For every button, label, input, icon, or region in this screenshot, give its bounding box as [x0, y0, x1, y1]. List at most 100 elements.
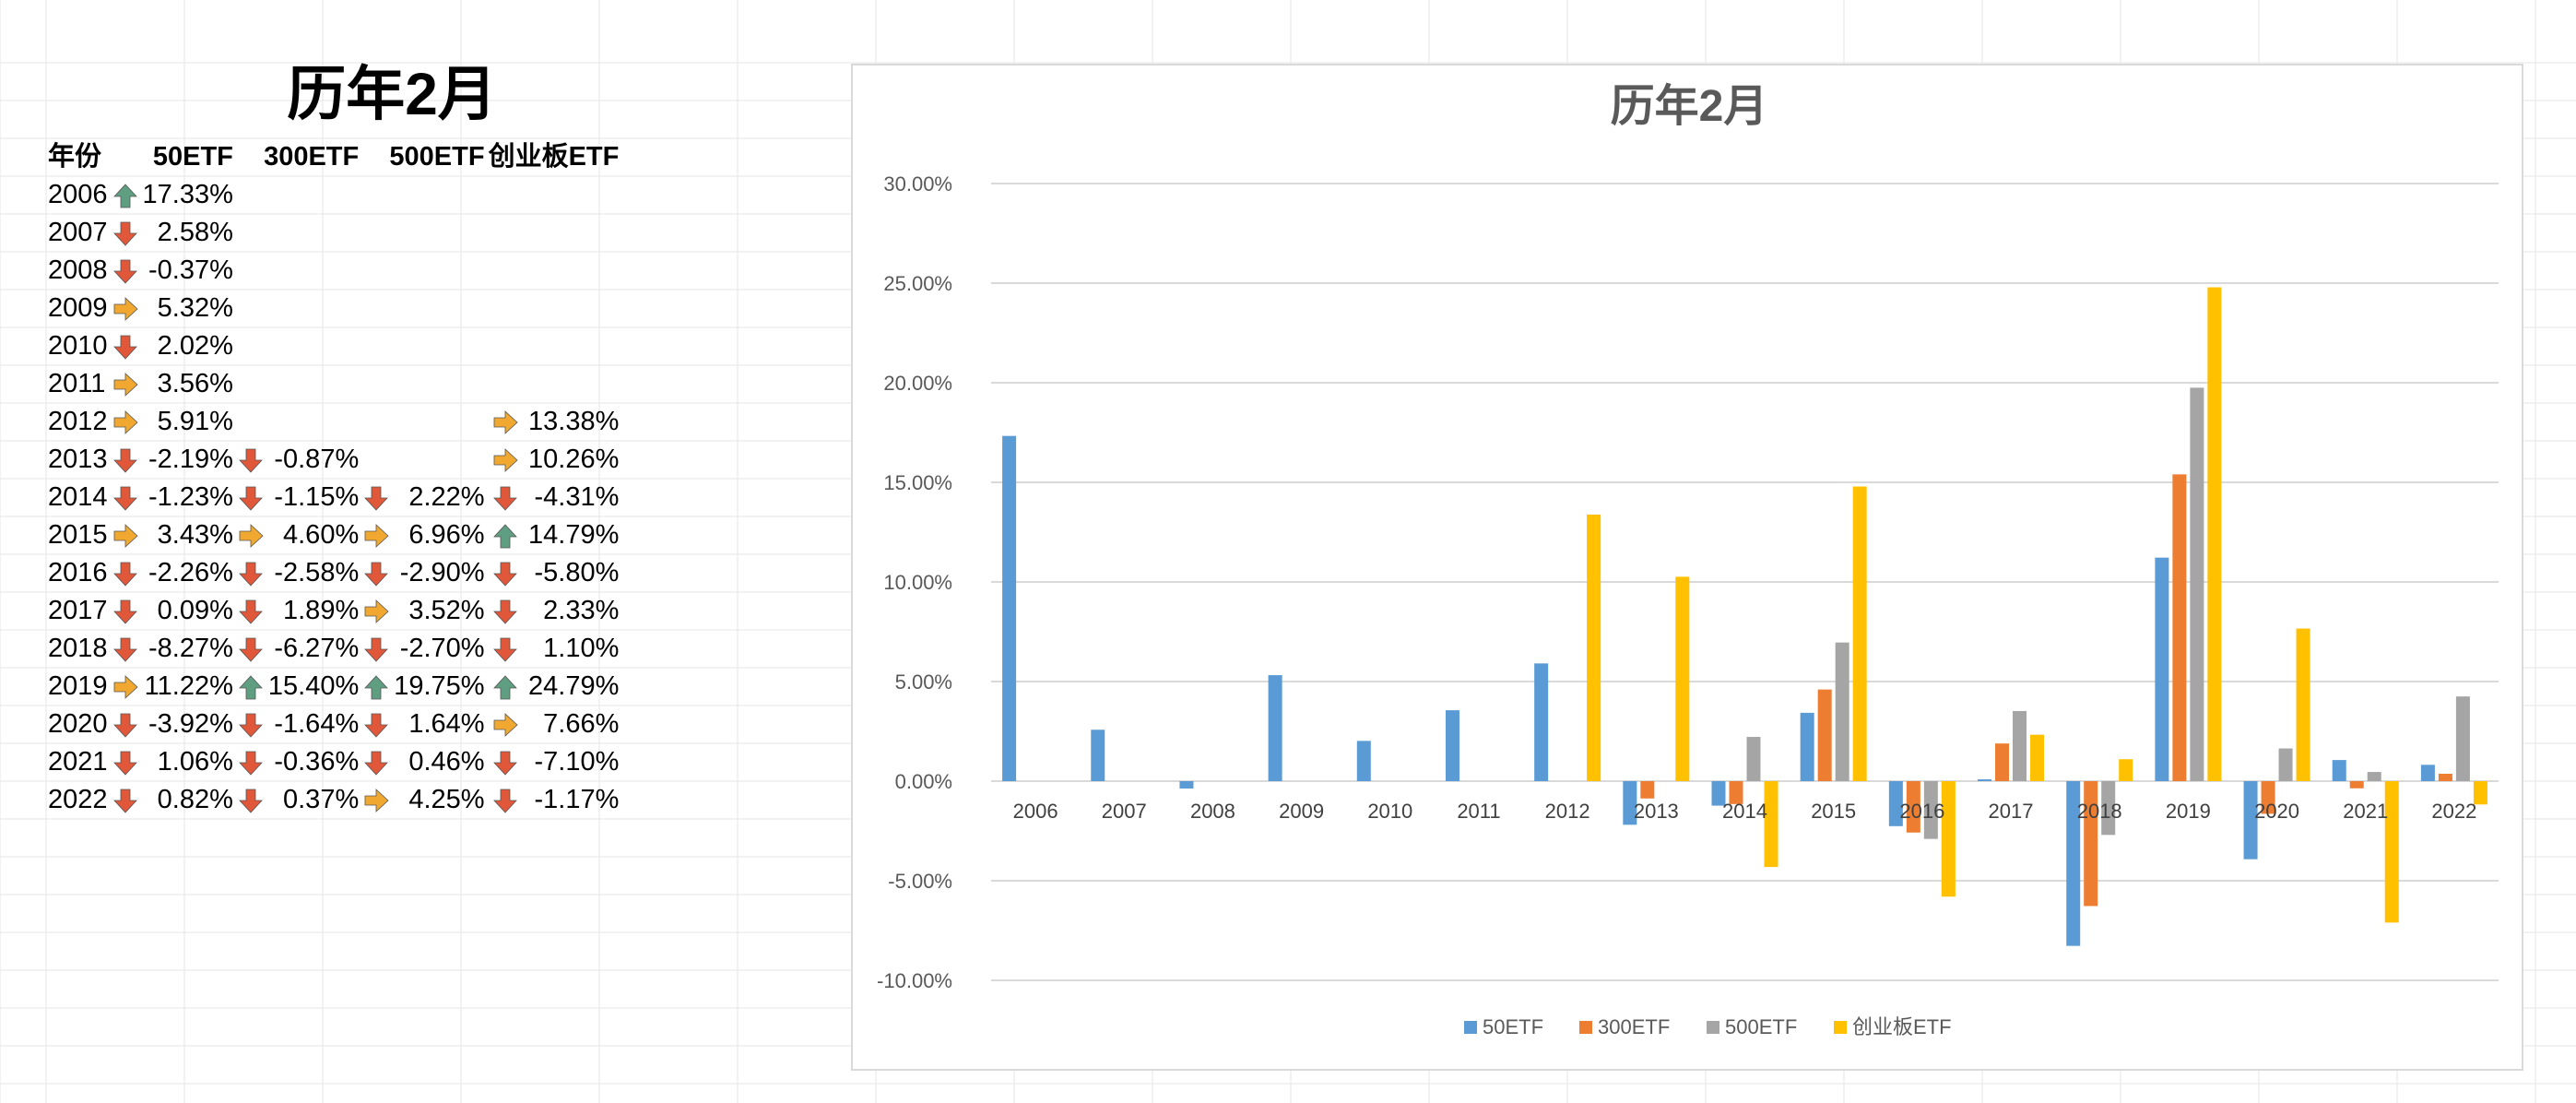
cyb-value-cell[interactable]: 24.79% — [528, 671, 620, 701]
arrow-down-icon — [110, 214, 141, 252]
y-tick-label: 25.00% — [883, 272, 952, 295]
etf300-value-cell[interactable] — [266, 214, 360, 252]
cyb-value-cell[interactable]: -4.31% — [534, 482, 620, 512]
etf300-value-cell[interactable]: -2.58% — [274, 558, 360, 587]
etf300-value-cell[interactable]: -1.64% — [274, 709, 360, 739]
etf300-value-cell[interactable]: 15.40% — [267, 671, 360, 701]
year-cell[interactable]: 2009 — [48, 293, 108, 323]
cyb-value-cell[interactable] — [524, 214, 621, 252]
cyb-value-cell[interactable]: -5.80% — [534, 558, 620, 587]
etf500-value-cell[interactable] — [392, 327, 486, 365]
year-cell[interactable]: 2018 — [48, 634, 108, 663]
etf300-value-cell[interactable] — [266, 290, 360, 327]
etf300-value-cell[interactable] — [266, 403, 360, 441]
etf300-value-cell[interactable] — [266, 327, 360, 365]
year-cell[interactable]: 2010 — [48, 331, 108, 361]
etf300-value-cell[interactable]: 1.89% — [283, 596, 360, 625]
header-year[interactable]: 年份 — [48, 142, 102, 172]
empty-cell — [235, 290, 266, 327]
year-cell[interactable]: 2016 — [48, 558, 108, 587]
etf500-value-cell[interactable] — [392, 403, 486, 441]
etf500-value-cell[interactable] — [392, 252, 486, 290]
etf500-value-cell[interactable] — [392, 214, 486, 252]
year-cell[interactable]: 2019 — [48, 671, 108, 701]
etf500-value-cell[interactable]: 0.46% — [408, 747, 485, 777]
etf50-value-cell[interactable]: -0.37% — [148, 255, 233, 285]
etf50-value-cell[interactable]: 2.02% — [157, 331, 233, 361]
etf50-value-cell[interactable]: -8.27% — [148, 634, 233, 663]
year-cell[interactable]: 2020 — [48, 709, 108, 739]
cyb-value-cell[interactable]: -1.17% — [534, 785, 620, 814]
cyb-value-cell[interactable] — [524, 290, 621, 327]
year-cell[interactable]: 2012 — [48, 407, 108, 436]
year-cell[interactable]: 2011 — [48, 369, 106, 398]
cyb-value-cell[interactable]: 7.66% — [543, 709, 620, 739]
etf50-value-cell[interactable]: 3.43% — [157, 520, 233, 550]
year-cell[interactable]: 2013 — [48, 445, 108, 474]
year-cell[interactable]: 2014 — [48, 482, 108, 512]
etf50-value-cell[interactable]: -2.19% — [148, 445, 233, 474]
arrow-down-icon — [110, 327, 141, 365]
etf500-value-cell[interactable] — [392, 290, 486, 327]
etf50-value-cell[interactable]: 17.33% — [142, 180, 233, 209]
etf500-value-cell[interactable]: -2.90% — [399, 558, 485, 587]
empty-cell — [235, 403, 266, 441]
cyb-value-cell[interactable]: -7.10% — [534, 747, 620, 777]
etf300-value-cell[interactable]: -1.15% — [274, 482, 360, 512]
etf500-value-cell[interactable] — [392, 365, 486, 403]
cyb-value-cell[interactable]: 10.26% — [528, 445, 620, 474]
cyb-value-cell[interactable] — [524, 365, 621, 403]
etf500-value-cell[interactable] — [392, 176, 486, 214]
year-cell[interactable]: 2022 — [48, 785, 108, 814]
etf500-value-cell[interactable]: 6.96% — [408, 520, 485, 550]
cyb-value-cell[interactable] — [524, 327, 621, 365]
cyb-value-cell[interactable]: 14.79% — [528, 520, 620, 550]
etf50-value-cell[interactable]: -2.26% — [148, 558, 233, 587]
etf50-value-cell[interactable]: -1.23% — [148, 482, 233, 512]
etf50-value-cell[interactable]: 3.56% — [157, 369, 233, 398]
empty-cell — [360, 214, 392, 252]
etf300-value-cell[interactable]: -6.27% — [274, 634, 360, 663]
chart-container[interactable]: 历年2月 30.00% 25.00% 20.00% 15.00% 10.00% 5.00% 0… — [851, 64, 2523, 1071]
cyb-value-cell[interactable] — [524, 176, 621, 214]
etf500-value-cell[interactable]: 4.25% — [408, 785, 485, 814]
etf50-value-cell[interactable]: 5.32% — [157, 293, 233, 323]
etf300-value-cell[interactable] — [266, 176, 360, 214]
etf500-value-cell[interactable]: 2.22% — [408, 482, 485, 512]
year-cell[interactable]: 2007 — [48, 218, 108, 247]
year-cell[interactable]: 2015 — [48, 520, 108, 550]
etf500-value-cell[interactable] — [392, 441, 486, 479]
header-300etf[interactable]: 300ETF — [264, 142, 360, 172]
header-cyb-etf[interactable]: 创业板ETF — [488, 142, 620, 172]
cyb-value-cell[interactable]: 2.33% — [543, 596, 620, 625]
year-cell[interactable]: 2021 — [48, 747, 108, 777]
year-cell[interactable]: 2006 — [48, 180, 108, 209]
cyb-value-cell[interactable] — [524, 252, 621, 290]
etf50-value-cell[interactable]: -3.92% — [148, 709, 233, 739]
bar-chart: 历年2月 30.00% 25.00% 20.00% 15.00% 10.00% 5.00% 0… — [877, 82, 2499, 1038]
etf50-value-cell[interactable]: 11.22% — [144, 671, 233, 701]
etf300-value-cell[interactable]: 4.60% — [283, 520, 360, 550]
cyb-value-cell[interactable]: 1.10% — [543, 634, 620, 663]
arrow-right-icon — [110, 365, 141, 403]
header-50etf[interactable]: 50ETF — [152, 142, 233, 172]
etf50-value-cell[interactable]: 2.58% — [157, 218, 233, 247]
year-cell[interactable]: 2008 — [48, 255, 108, 285]
header-500etf[interactable]: 500ETF — [389, 142, 485, 172]
etf50-value-cell[interactable]: 1.06% — [157, 747, 233, 777]
year-cell[interactable]: 2017 — [48, 596, 108, 625]
etf300-value-cell[interactable] — [266, 365, 360, 403]
etf50-value-cell[interactable]: 5.91% — [157, 407, 233, 436]
etf50-value-cell[interactable]: 0.09% — [157, 596, 233, 625]
etf300-value-cell[interactable]: 0.37% — [283, 785, 360, 814]
etf500-value-cell[interactable]: 1.64% — [408, 709, 485, 739]
etf500-value-cell[interactable]: 19.75% — [394, 671, 485, 701]
etf300-value-cell[interactable]: -0.36% — [274, 747, 360, 777]
etf300-value-cell[interactable]: -0.87% — [274, 445, 360, 474]
empty-cell — [487, 327, 524, 365]
etf300-value-cell[interactable] — [266, 252, 360, 290]
etf500-value-cell[interactable]: -2.70% — [399, 634, 485, 663]
cyb-value-cell[interactable]: 13.38% — [528, 407, 620, 436]
etf50-value-cell[interactable]: 0.82% — [157, 785, 233, 814]
etf500-value-cell[interactable]: 3.52% — [408, 596, 485, 625]
